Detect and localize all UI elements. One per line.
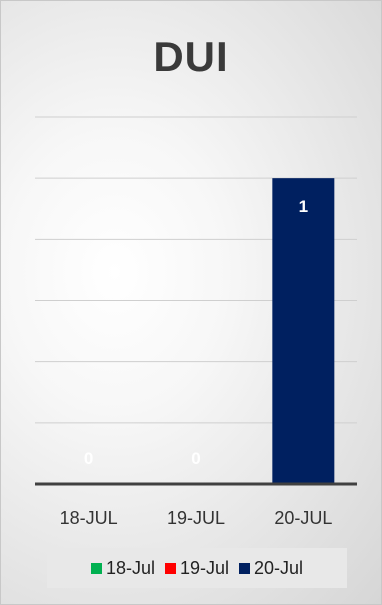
x-tick-label-20-jul: 20-JUL <box>274 508 332 528</box>
legend: 18-Jul 19-Jul 20-Jul <box>47 548 347 588</box>
bars-group <box>272 178 335 484</box>
data-label-19-jul: 0 <box>191 449 200 468</box>
legend-item-20-jul: 20-Jul <box>239 558 303 579</box>
legend-label-19-jul: 19-Jul <box>179 557 230 578</box>
legend-item-19-jul: 19-Jul <box>164 557 230 579</box>
legend-swatch-19-jul <box>164 562 176 574</box>
legend-swatch-18-jul <box>90 562 102 574</box>
legend-label-18-jul: 18-Jul <box>105 557 155 578</box>
data-labels-group: 0 0 1 <box>84 197 308 468</box>
legend-swatch-20-jul <box>239 562 251 574</box>
legend-item-18-jul: 18-Jul <box>90 557 155 579</box>
x-tick-label-19-jul: 19-JUL <box>167 508 225 528</box>
chart-title: DUI <box>153 33 229 80</box>
bar-20-jul <box>272 178 335 484</box>
x-tick-label-18-jul: 18-JUL <box>60 508 118 528</box>
legend-label-20-jul: 20-Jul <box>254 557 304 578</box>
chart-plot-area: 0 0 1 18-JUL 19-JUL 20-JUL <box>35 116 357 528</box>
x-tick-labels-group: 18-JUL 19-JUL 20-JUL <box>60 508 333 528</box>
data-label-18-jul: 0 <box>84 449 93 468</box>
data-label-20-jul: 1 <box>299 197 308 216</box>
